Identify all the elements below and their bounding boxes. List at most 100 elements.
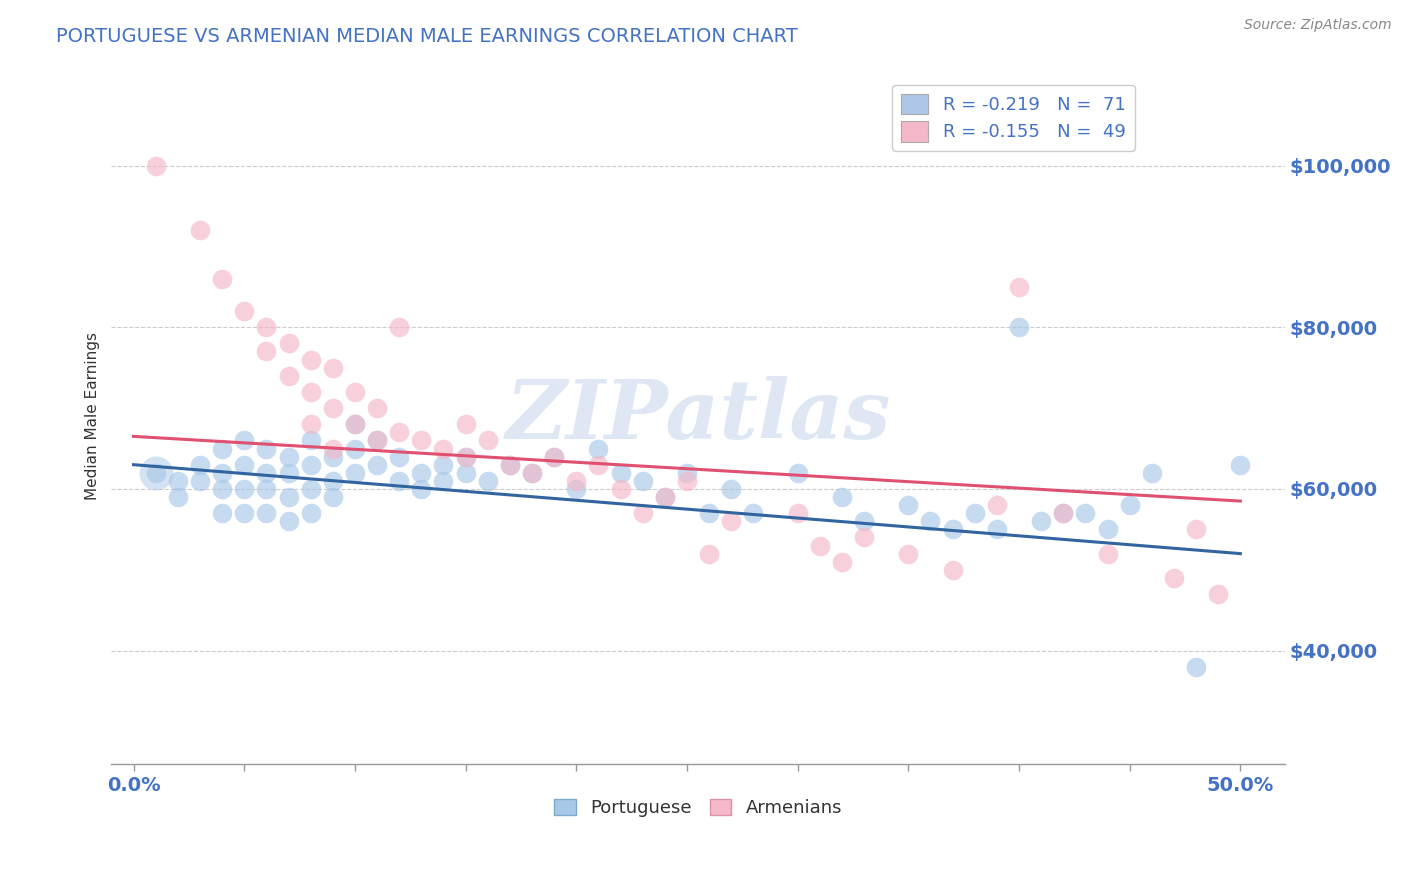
Point [654,490,676,504]
Point [1229,458,1251,472]
Point [1163,571,1185,585]
Point [233,304,256,318]
Point [343,466,366,480]
Point [897,547,920,561]
Text: Source: ZipAtlas.com: Source: ZipAtlas.com [1244,18,1392,32]
Point [1097,547,1119,561]
Point [277,490,299,504]
Point [166,490,188,504]
Point [942,522,965,536]
Point [388,425,411,440]
Point [343,384,366,399]
Point [233,506,256,520]
Point [277,466,299,480]
Point [588,442,610,456]
Point [366,458,388,472]
Point [277,336,299,351]
Point [254,442,277,456]
Point [565,482,588,496]
Point [543,450,565,464]
Point [477,434,499,448]
Point [786,506,808,520]
Point [831,490,853,504]
Point [211,466,233,480]
Point [277,368,299,383]
Point [188,223,211,237]
Point [299,434,322,448]
Point [853,531,876,545]
Point [343,417,366,432]
Point [631,474,654,488]
Point [322,442,344,456]
Point [454,450,477,464]
Point [786,466,808,480]
Y-axis label: Median Male Earnings: Median Male Earnings [86,332,100,500]
Point [520,466,543,480]
Point [499,458,522,472]
Point [1118,498,1140,512]
Point [254,482,277,496]
Point [609,482,631,496]
Point [388,450,411,464]
Point [299,352,322,367]
Point [697,506,720,520]
Point [233,434,256,448]
Point [388,474,411,488]
Point [454,450,477,464]
Point [986,498,1008,512]
Point [1052,506,1074,520]
Text: PORTUGUESE VS ARMENIAN MEDIAN MALE EARNINGS CORRELATION CHART: PORTUGUESE VS ARMENIAN MEDIAN MALE EARNI… [56,27,799,45]
Point [411,482,433,496]
Text: ZIPatlas: ZIPatlas [505,376,891,456]
Point [565,474,588,488]
Point [166,474,188,488]
Point [543,450,565,464]
Point [299,384,322,399]
Point [1206,587,1229,601]
Point [432,442,454,456]
Point [477,474,499,488]
Point [211,271,233,285]
Point [720,482,742,496]
Point [411,434,433,448]
Point [1008,320,1031,334]
Point [454,417,477,432]
Point [609,466,631,480]
Point [676,466,699,480]
Point [322,401,344,415]
Point [897,498,920,512]
Point [920,514,942,528]
Point [697,547,720,561]
Point [676,474,699,488]
Point [853,514,876,528]
Legend: Portuguese, Armenians: Portuguese, Armenians [547,791,849,824]
Point [742,506,765,520]
Point [654,490,676,504]
Point [299,417,322,432]
Point [1140,466,1163,480]
Point [432,458,454,472]
Point [322,450,344,464]
Point [233,482,256,496]
Point [454,466,477,480]
Point [211,482,233,496]
Point [254,506,277,520]
Point [366,401,388,415]
Point [145,466,167,480]
Point [588,458,610,472]
Point [254,466,277,480]
Point [322,474,344,488]
Point [322,490,344,504]
Point [1052,506,1074,520]
Point [145,466,167,480]
Point [1185,522,1208,536]
Point [499,458,522,472]
Point [322,360,344,375]
Point [520,466,543,480]
Point [277,450,299,464]
Point [963,506,986,520]
Point [299,482,322,496]
Point [277,514,299,528]
Point [388,320,411,334]
Point [145,159,167,173]
